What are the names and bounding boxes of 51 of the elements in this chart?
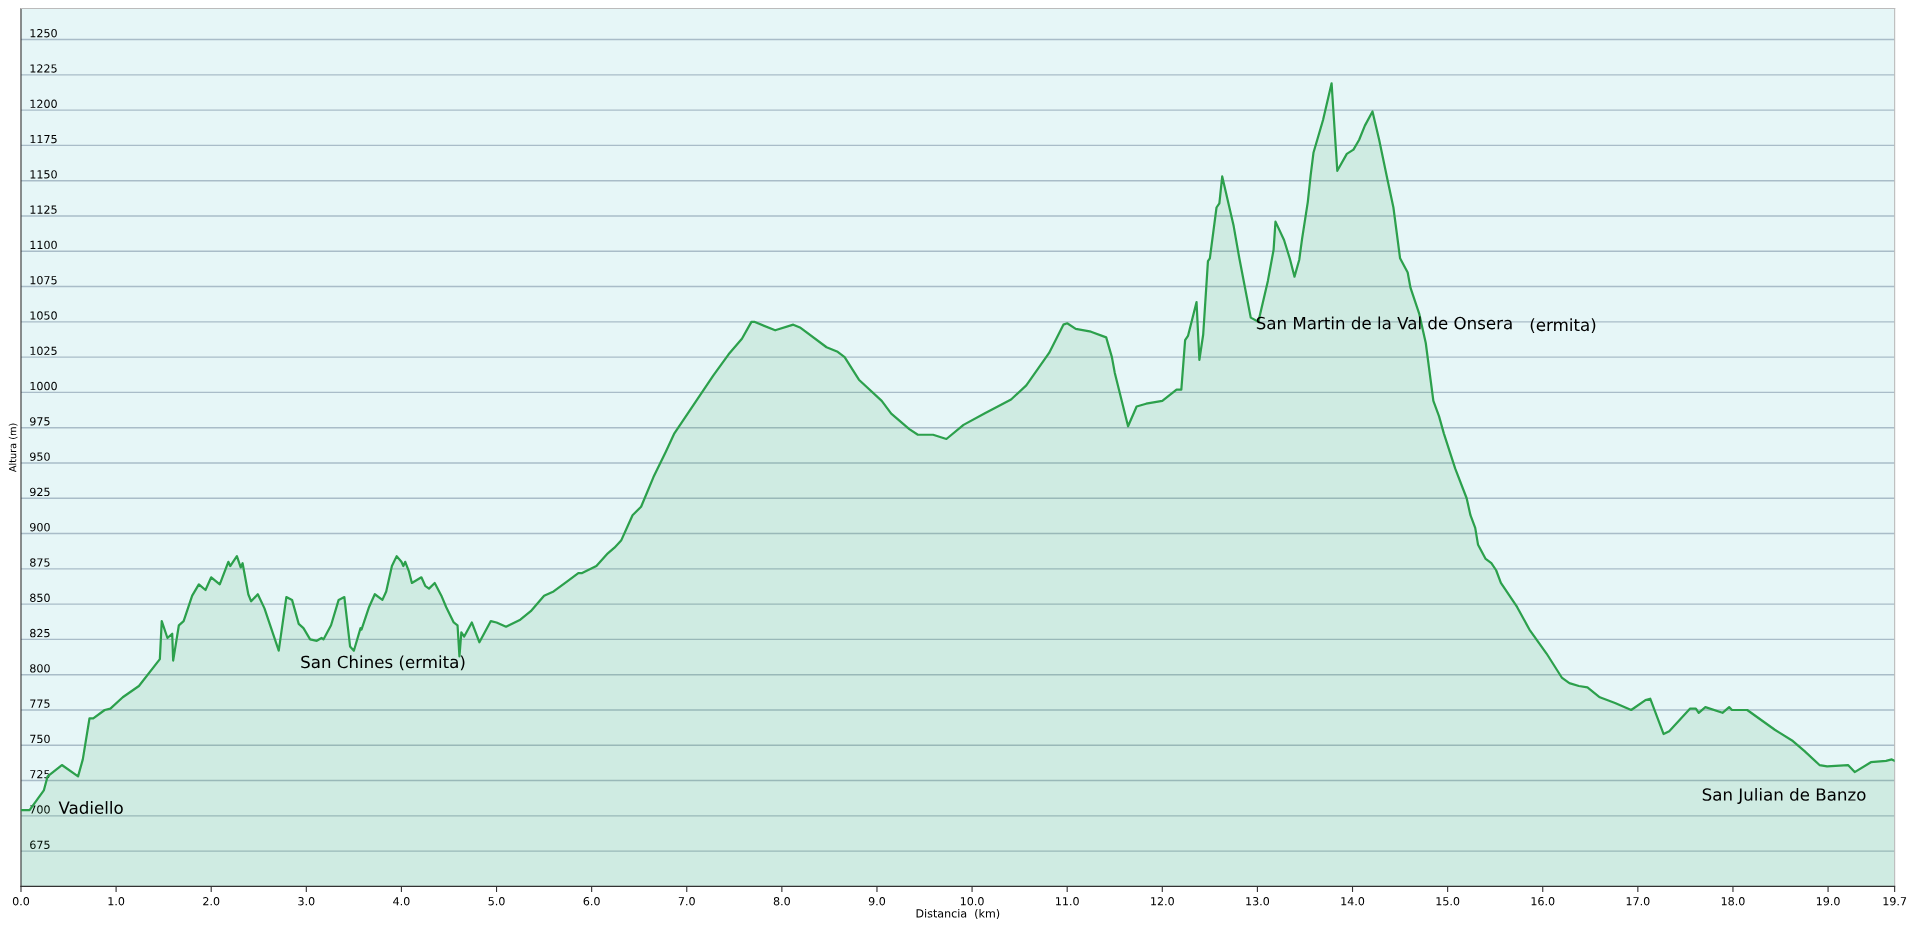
annotation: Vadiello — [58, 801, 123, 814]
x-tick-label: 12.0 — [1151, 897, 1174, 906]
annotation: San Julian de Banzo — [1702, 787, 1866, 804]
x-tick-label: 11.0 — [1056, 897, 1079, 906]
annotation: San Martin de la Val de Onsera — [1256, 316, 1512, 330]
y-tick-label: 700 — [30, 805, 50, 814]
x-tick-label: 7.0 — [678, 897, 695, 906]
x-tick-label: 16.0 — [1531, 897, 1555, 906]
x-tick-label: 19.7 — [1883, 897, 1907, 906]
y-tick-label: 1025 — [30, 346, 57, 355]
x-tick-label: 18.0 — [1721, 897, 1745, 906]
y-tick-label: 1000 — [30, 381, 57, 391]
x-tick-label: 2.0 — [203, 897, 220, 906]
x-tick-label: 5.0 — [488, 897, 505, 906]
x-tick-label: 6.0 — [583, 897, 600, 906]
x-tick-label: 0.0 — [12, 897, 30, 906]
y-tick-label: 800 — [30, 664, 50, 673]
y-tick-label: 1075 — [30, 275, 57, 285]
y-tick-label: 900 — [30, 523, 50, 532]
y-tick-label: 775 — [30, 699, 50, 708]
y-tick-label: 1100 — [30, 240, 57, 250]
y-tick-label: 925 — [30, 487, 50, 497]
x-tick-label: 1.0 — [108, 897, 125, 906]
x-tick-label: 9.0 — [868, 897, 886, 906]
y-axis-title: Altura (m) — [8, 423, 18, 473]
x-tick-label: 14.0 — [1341, 897, 1365, 906]
y-tick-label: 975 — [30, 417, 50, 426]
y-tick-label: 1175 — [30, 134, 57, 144]
x-tick-label: 10.0 — [960, 897, 984, 906]
y-tick-label: 1200 — [30, 99, 57, 108]
x-tick-label: 4.0 — [393, 897, 410, 906]
x-tick-label: 17.0 — [1626, 897, 1650, 906]
y-tick-label: 675 — [30, 840, 50, 849]
x-tick-label: 8.0 — [773, 897, 790, 906]
y-tick-label: 750 — [30, 734, 50, 744]
annotation: San Chines (ermita) — [301, 655, 465, 671]
x-tick-label: 15.0 — [1436, 897, 1460, 906]
y-tick-label: 825 — [30, 628, 50, 638]
y-tick-label: 850 — [30, 593, 50, 602]
x-tick-label: 13.0 — [1246, 897, 1270, 906]
y-tick-label: 1050 — [30, 311, 57, 320]
x-tick-label: 19.0 — [1816, 897, 1840, 906]
y-tick-label: 1250 — [30, 28, 57, 38]
y-tick-label: 1125 — [30, 205, 57, 214]
x-axis-title: Distancia (km) — [916, 908, 1000, 919]
y-tick-label: 1225 — [30, 64, 57, 73]
y-tick-label: 950 — [30, 452, 50, 461]
y-tick-label: 1150 — [30, 170, 57, 179]
annotation: (ermita) — [1530, 318, 1596, 334]
x-tick-label: 3.0 — [298, 897, 315, 906]
y-tick-label: 875 — [30, 558, 50, 567]
